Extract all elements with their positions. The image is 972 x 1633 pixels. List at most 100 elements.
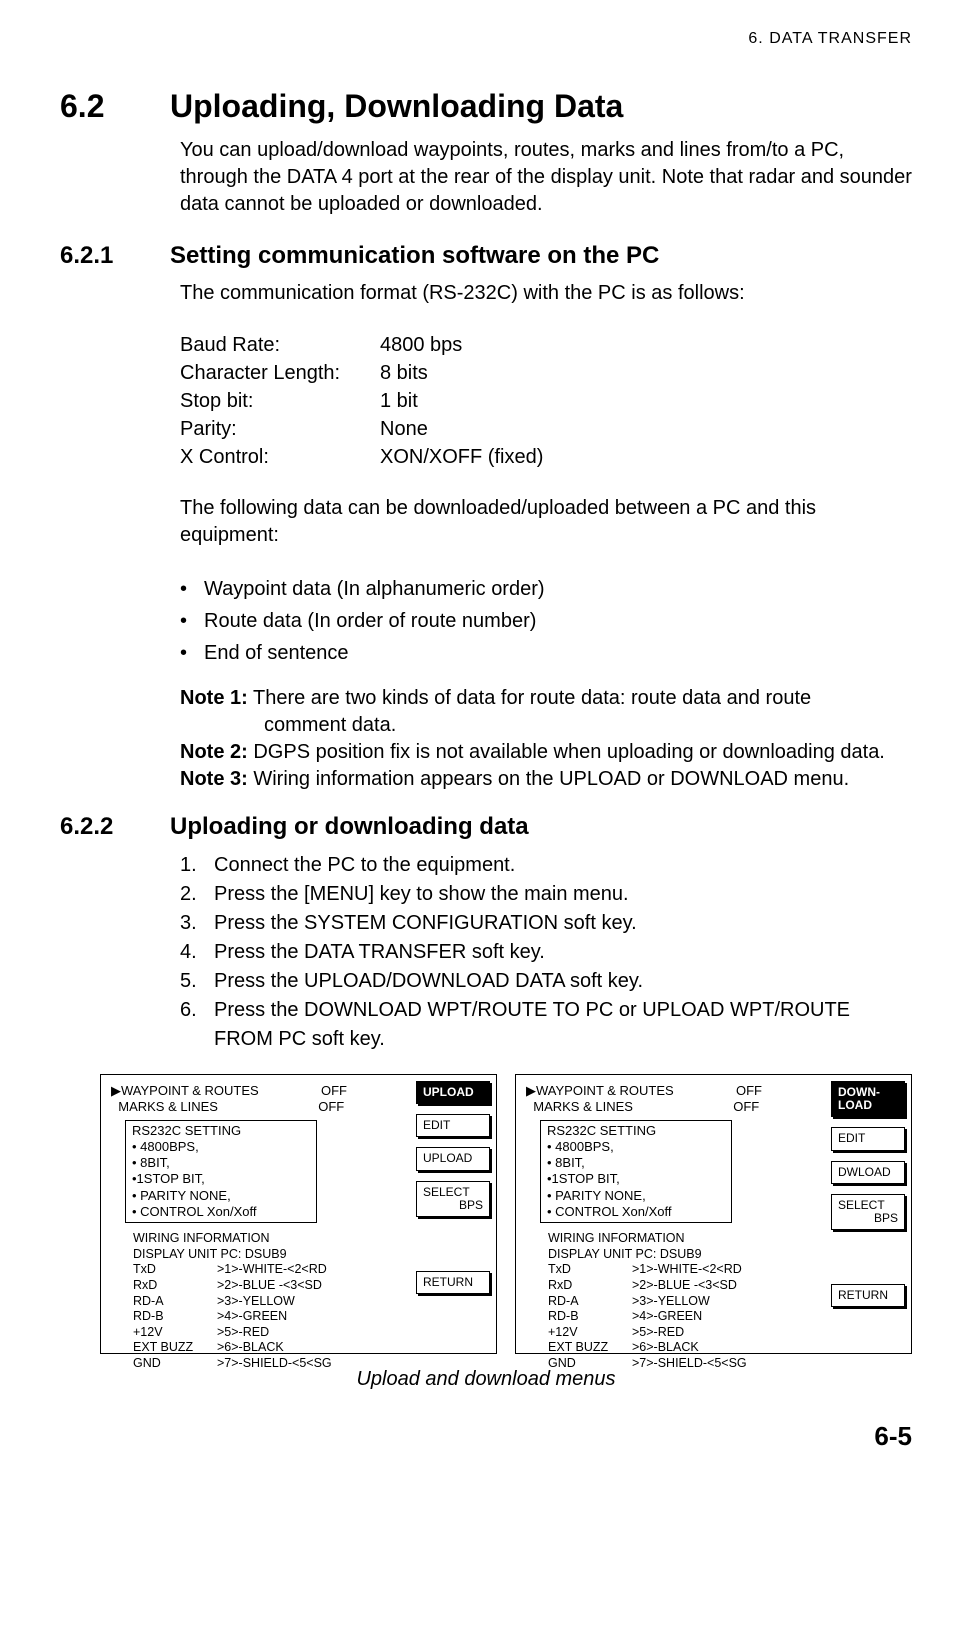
step-num: 6. — [180, 996, 214, 1054]
download-menu-box: ▶WAYPOINT & ROUTESOFF MARKS & LINESOFF R… — [515, 1074, 912, 1354]
wiring-pin: TxD — [133, 1262, 217, 1278]
wiring-pin: TxD — [548, 1262, 632, 1278]
select-line1: SELECT — [423, 1185, 470, 1199]
wiring-desc: >6>-BLACK — [632, 1340, 699, 1356]
wiring-pin: GND — [133, 1356, 217, 1372]
select-bps-softkey[interactable]: SELECTBPS — [831, 1194, 905, 1230]
section-number: 6.2 — [60, 88, 170, 125]
param-val: 4800 bps — [380, 331, 462, 359]
rs-item: • CONTROL Xon/Xoff — [547, 1204, 725, 1220]
softkey-column: DOWN-LOAD EDIT DWLOAD SELECTBPS RETURN — [831, 1081, 905, 1307]
subsection-2-number: 6.2.2 — [60, 813, 170, 841]
rs232c-box: RS232C SETTING • 4800BPS, • 8BIT, •1STOP… — [125, 1120, 317, 1224]
section-intro: You can upload/download waypoints, route… — [180, 137, 912, 218]
cursor-arrow-icon: ▶ — [526, 1083, 536, 1099]
step-num: 4. — [180, 938, 214, 967]
param-key: X Control: — [180, 443, 380, 471]
step-num: 1. — [180, 851, 214, 880]
wiring-desc: >2>-BLUE -<3<SD — [632, 1278, 737, 1294]
menu-row-value: OFF — [736, 1083, 762, 1099]
wiring-desc: >4>-GREEN — [217, 1309, 287, 1325]
spacer — [526, 1099, 533, 1115]
chapter-header: 6. DATA TRANSFER — [60, 30, 912, 48]
note-1-continuation: comment data. — [180, 712, 912, 739]
mode-l1: DOWN- — [838, 1085, 880, 1099]
subsection-1-number: 6.2.1 — [60, 242, 170, 270]
list-item: Route data (In order of route number) — [180, 605, 912, 637]
note-2-text: DGPS position fix is not available when … — [248, 741, 885, 763]
wiring-pin: GND — [548, 1356, 632, 1372]
wiring-desc: >4>-GREEN — [632, 1309, 702, 1325]
rs-item: • 8BIT, — [547, 1155, 725, 1171]
wiring-desc: >6>-BLACK — [217, 1340, 284, 1356]
subsection-1-lead: The communication format (RS-232C) with … — [180, 280, 912, 307]
select-line2: BPS — [838, 1212, 898, 1225]
wiring-desc: >5>-RED — [217, 1325, 269, 1341]
rs-item: • PARITY NONE, — [547, 1188, 725, 1204]
list-item: End of sentence — [180, 637, 912, 669]
subsection-1-title: Setting communication software on the PC — [170, 242, 659, 269]
select-line2: BPS — [423, 1199, 483, 1212]
edit-softkey[interactable]: EDIT — [831, 1127, 905, 1150]
param-key: Parity: — [180, 415, 380, 443]
subsection-2-title: Uploading or downloading data — [170, 813, 529, 840]
rs-item: •1STOP BIT, — [132, 1171, 310, 1187]
edit-softkey[interactable]: EDIT — [416, 1114, 490, 1137]
wiring-desc: >1>-WHITE-<2<RD — [217, 1262, 327, 1278]
rs-item: • CONTROL Xon/Xoff — [132, 1204, 310, 1220]
rs232c-box: RS232C SETTING • 4800BPS, • 8BIT, •1STOP… — [540, 1120, 732, 1224]
wiring-pin: EXT BUZZ — [133, 1340, 217, 1356]
step-text: Press the DOWNLOAD WPT/ROUTE TO PC or UP… — [214, 996, 912, 1054]
step-num: 2. — [180, 880, 214, 909]
wiring-desc: >3>-YELLOW — [217, 1294, 295, 1310]
return-softkey[interactable]: RETURN — [416, 1271, 490, 1294]
param-key: Baud Rate: — [180, 331, 380, 359]
spacer — [111, 1099, 118, 1115]
wiring-desc: >1>-WHITE-<2<RD — [632, 1262, 742, 1278]
cursor-arrow-icon: ▶ — [111, 1083, 121, 1099]
section-title-text: Uploading, Downloading Data — [170, 88, 623, 124]
wiring-pin: RD-B — [133, 1309, 217, 1325]
wiring-desc: >3>-YELLOW — [632, 1294, 710, 1310]
softkey-mode-label: DOWN-LOAD — [831, 1081, 905, 1117]
menu-row-label: WAYPOINT & ROUTES — [536, 1083, 736, 1099]
wiring-pin: RD-A — [548, 1294, 632, 1310]
menu-row-label: MARKS & LINES — [118, 1099, 318, 1115]
wiring-pin: RxD — [133, 1278, 217, 1294]
dwload-softkey[interactable]: DWLOAD — [831, 1161, 905, 1184]
menu-screenshots-row: ▶WAYPOINT & ROUTESOFF MARKS & LINESOFF R… — [100, 1074, 912, 1354]
upload-menu-box: ▶WAYPOINT & ROUTESOFF MARKS & LINESOFF R… — [100, 1074, 497, 1354]
rs-item: • PARITY NONE, — [132, 1188, 310, 1204]
param-key: Stop bit: — [180, 387, 380, 415]
menu-row-value: OFF — [321, 1083, 347, 1099]
note-2-label: Note 2: — [180, 741, 248, 763]
step-text: Press the DATA TRANSFER soft key. — [214, 938, 912, 967]
subsection-1-heading: 6.2.1Setting communication software on t… — [60, 242, 912, 270]
return-softkey[interactable]: RETURN — [831, 1284, 905, 1307]
note-1-label: Note 1: — [180, 687, 248, 709]
subsection-2-heading: 6.2.2Uploading or downloading data — [60, 813, 912, 841]
wiring-desc: >7>-SHIELD-<5<SG — [632, 1356, 747, 1372]
param-val: 8 bits — [380, 359, 428, 387]
wiring-desc: >2>-BLUE -<3<SD — [217, 1278, 322, 1294]
section-heading: 6.2Uploading, Downloading Data — [60, 88, 912, 125]
rs232c-title: RS232C SETTING — [132, 1123, 310, 1139]
select-bps-softkey[interactable]: SELECTBPS — [416, 1181, 490, 1217]
rs-item: • 8BIT, — [132, 1155, 310, 1171]
step-num: 3. — [180, 909, 214, 938]
step-text: Press the SYSTEM CONFIGURATION soft key. — [214, 909, 912, 938]
param-val: 1 bit — [380, 387, 418, 415]
wiring-desc: >7>-SHIELD-<5<SG — [217, 1356, 332, 1372]
upload-softkey[interactable]: UPLOAD — [416, 1147, 490, 1170]
menu-row-value: OFF — [318, 1099, 344, 1115]
wiring-desc: >5>-RED — [632, 1325, 684, 1341]
list-item: Waypoint data (In alphanumeric order) — [180, 573, 912, 605]
note-3-text: Wiring information appears on the UPLOAD… — [248, 768, 849, 790]
rs-item: •1STOP BIT, — [547, 1171, 725, 1187]
wiring-pin: +12V — [548, 1325, 632, 1341]
param-key: Character Length: — [180, 359, 380, 387]
rs232c-title: RS232C SETTING — [547, 1123, 725, 1139]
comm-params-table: Baud Rate:4800 bps Character Length:8 bi… — [180, 331, 912, 471]
softkey-mode-label: UPLOAD — [416, 1081, 490, 1104]
procedure-steps: 1.Connect the PC to the equipment. 2.Pre… — [180, 851, 912, 1054]
